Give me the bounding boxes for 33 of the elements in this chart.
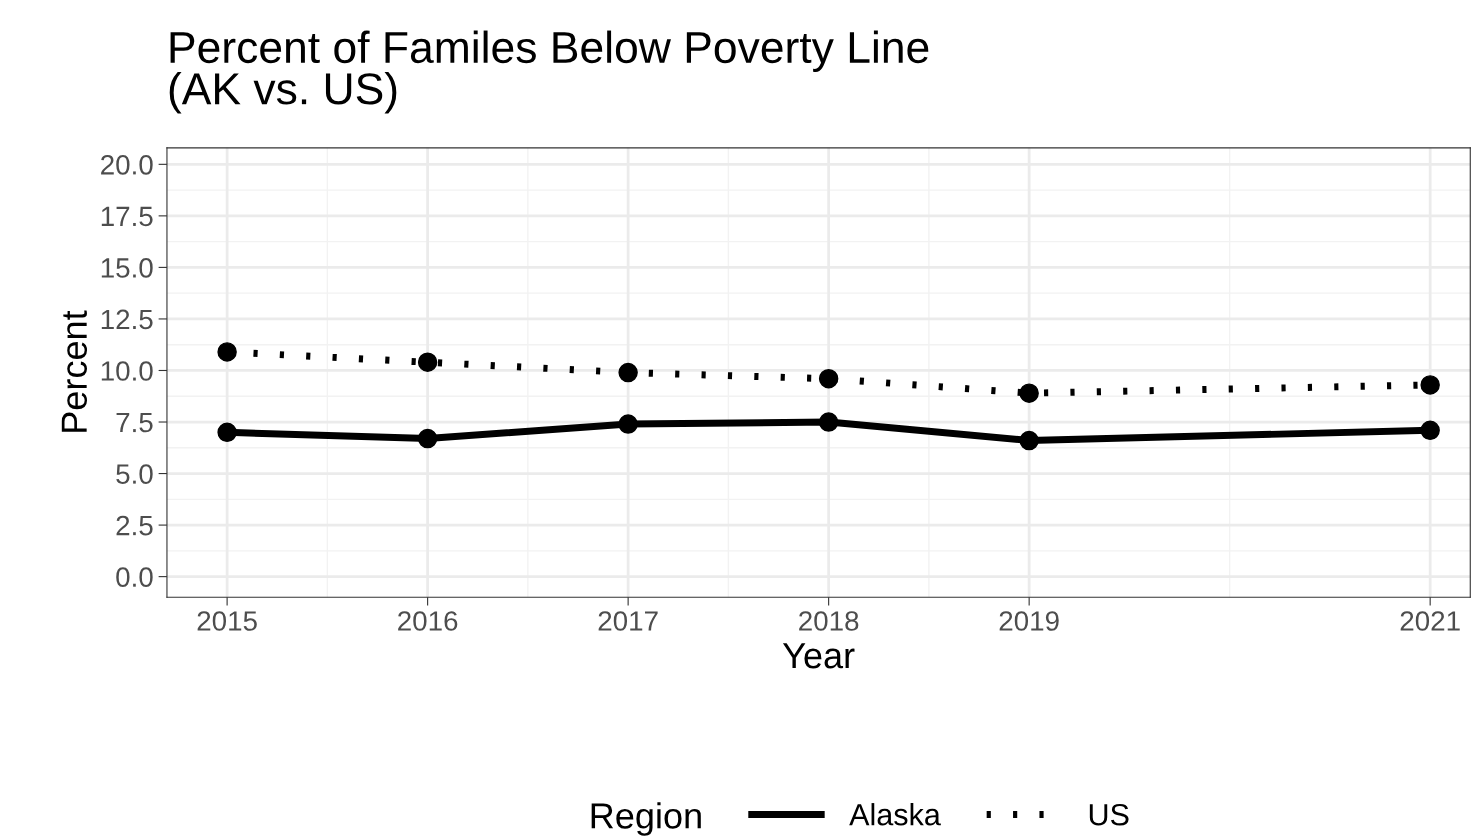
x-tick-label: 2017 bbox=[598, 611, 658, 631]
point bbox=[417, 428, 438, 449]
y-tick-label: 2.5 bbox=[116, 515, 153, 536]
point bbox=[618, 414, 638, 434]
point bbox=[1420, 375, 1440, 395]
y-tick-label: 15.0 bbox=[101, 258, 153, 278]
point bbox=[417, 352, 438, 372]
y-tick-label: 17.5 bbox=[101, 206, 153, 227]
y-tick-label: 0.0 bbox=[116, 567, 153, 587]
y-tick-label: 7.5 bbox=[116, 412, 153, 433]
y-tick-label: 10.0 bbox=[101, 361, 153, 381]
point bbox=[1019, 430, 1039, 451]
x-tick-label: 2019 bbox=[999, 611, 1059, 631]
point bbox=[217, 342, 237, 362]
point bbox=[1420, 420, 1440, 440]
legend-label: US bbox=[1089, 803, 1129, 826]
point bbox=[1019, 383, 1039, 403]
x-tick-label: 2021 bbox=[1400, 611, 1460, 631]
y-axis-title: Percent bbox=[61, 310, 88, 432]
y-tick-label: 20.0 bbox=[101, 155, 153, 175]
x-tick-label: 2018 bbox=[799, 611, 859, 631]
chart-title: Percent of Familes Below Poverty Line (AK vs. US) bbox=[169, 30, 929, 114]
y-tick-label: 5.0 bbox=[116, 464, 153, 484]
y-tick-label: 12.5 bbox=[101, 309, 153, 330]
point bbox=[818, 369, 839, 389]
x-axis-title: Year bbox=[782, 643, 855, 669]
legend-label: Alaska bbox=[849, 803, 941, 826]
point bbox=[217, 422, 237, 443]
legend-title: Region bbox=[591, 802, 701, 836]
x-tick-label: 2015 bbox=[197, 611, 257, 631]
point bbox=[618, 362, 638, 383]
point bbox=[818, 412, 839, 432]
x-tick-label: 2016 bbox=[398, 611, 458, 631]
